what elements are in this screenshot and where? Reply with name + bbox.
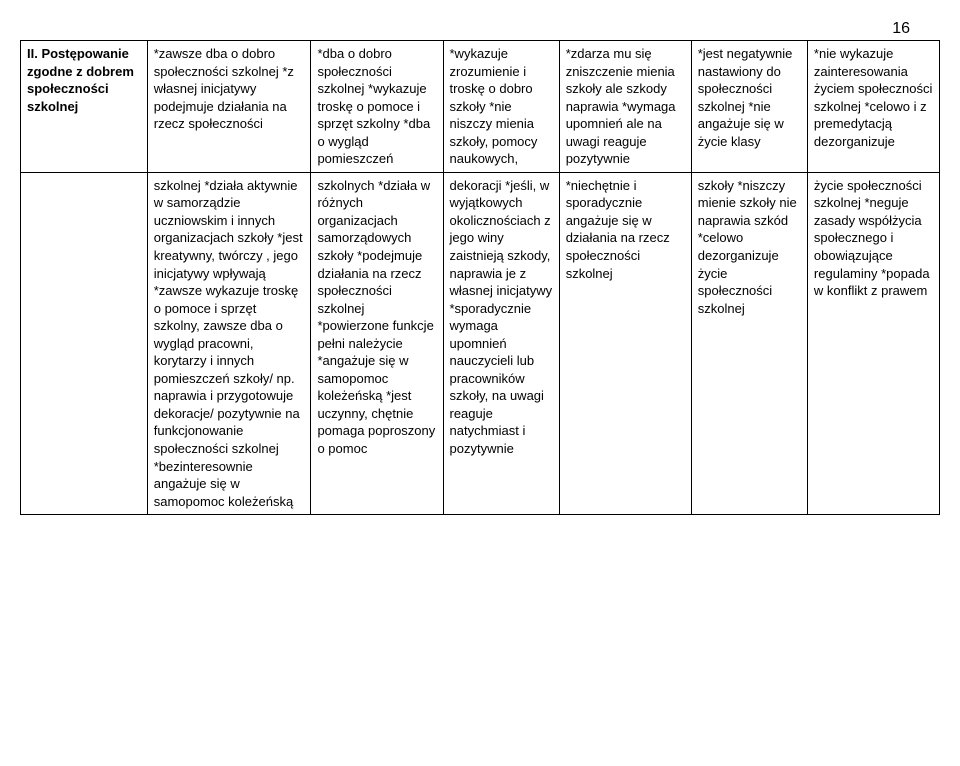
cell: *wykazuje zrozumienie i troskę o dobro s… — [443, 41, 559, 173]
criteria-table: II. Postępowanie zgodne z dobrem społecz… — [20, 40, 940, 515]
cell: życie społeczności szkolnej *neguje zasa… — [807, 172, 939, 514]
cell: szkolnej *działa aktywnie w samorządzie … — [147, 172, 311, 514]
cell — [21, 172, 148, 514]
cell: *jest negatywnie nastawiony do społeczno… — [691, 41, 807, 173]
table-row: szkolnej *działa aktywnie w samorządzie … — [21, 172, 940, 514]
page-number: 16 — [20, 20, 940, 38]
cell: *nie wykazuje zainteresowania życiem spo… — [807, 41, 939, 173]
cell: *zawsze dba o dobro społeczności szkolne… — [147, 41, 311, 173]
cell: *zdarza mu się zniszczenie mienia szkoły… — [559, 41, 691, 173]
cell: dekoracji *jeśli, w wyjątkowych okoliczn… — [443, 172, 559, 514]
table-row: II. Postępowanie zgodne z dobrem społecz… — [21, 41, 940, 173]
cell: *dba o dobro społeczności szkolnej *wyka… — [311, 41, 443, 173]
cell: *niechętnie i sporadycznie angażuje się … — [559, 172, 691, 514]
cell: szkolnych *działa w różnych organizacjac… — [311, 172, 443, 514]
cell: szkoły *niszczy mienie szkoły nie napraw… — [691, 172, 807, 514]
row-header: II. Postępowanie zgodne z dobrem społecz… — [21, 41, 148, 173]
